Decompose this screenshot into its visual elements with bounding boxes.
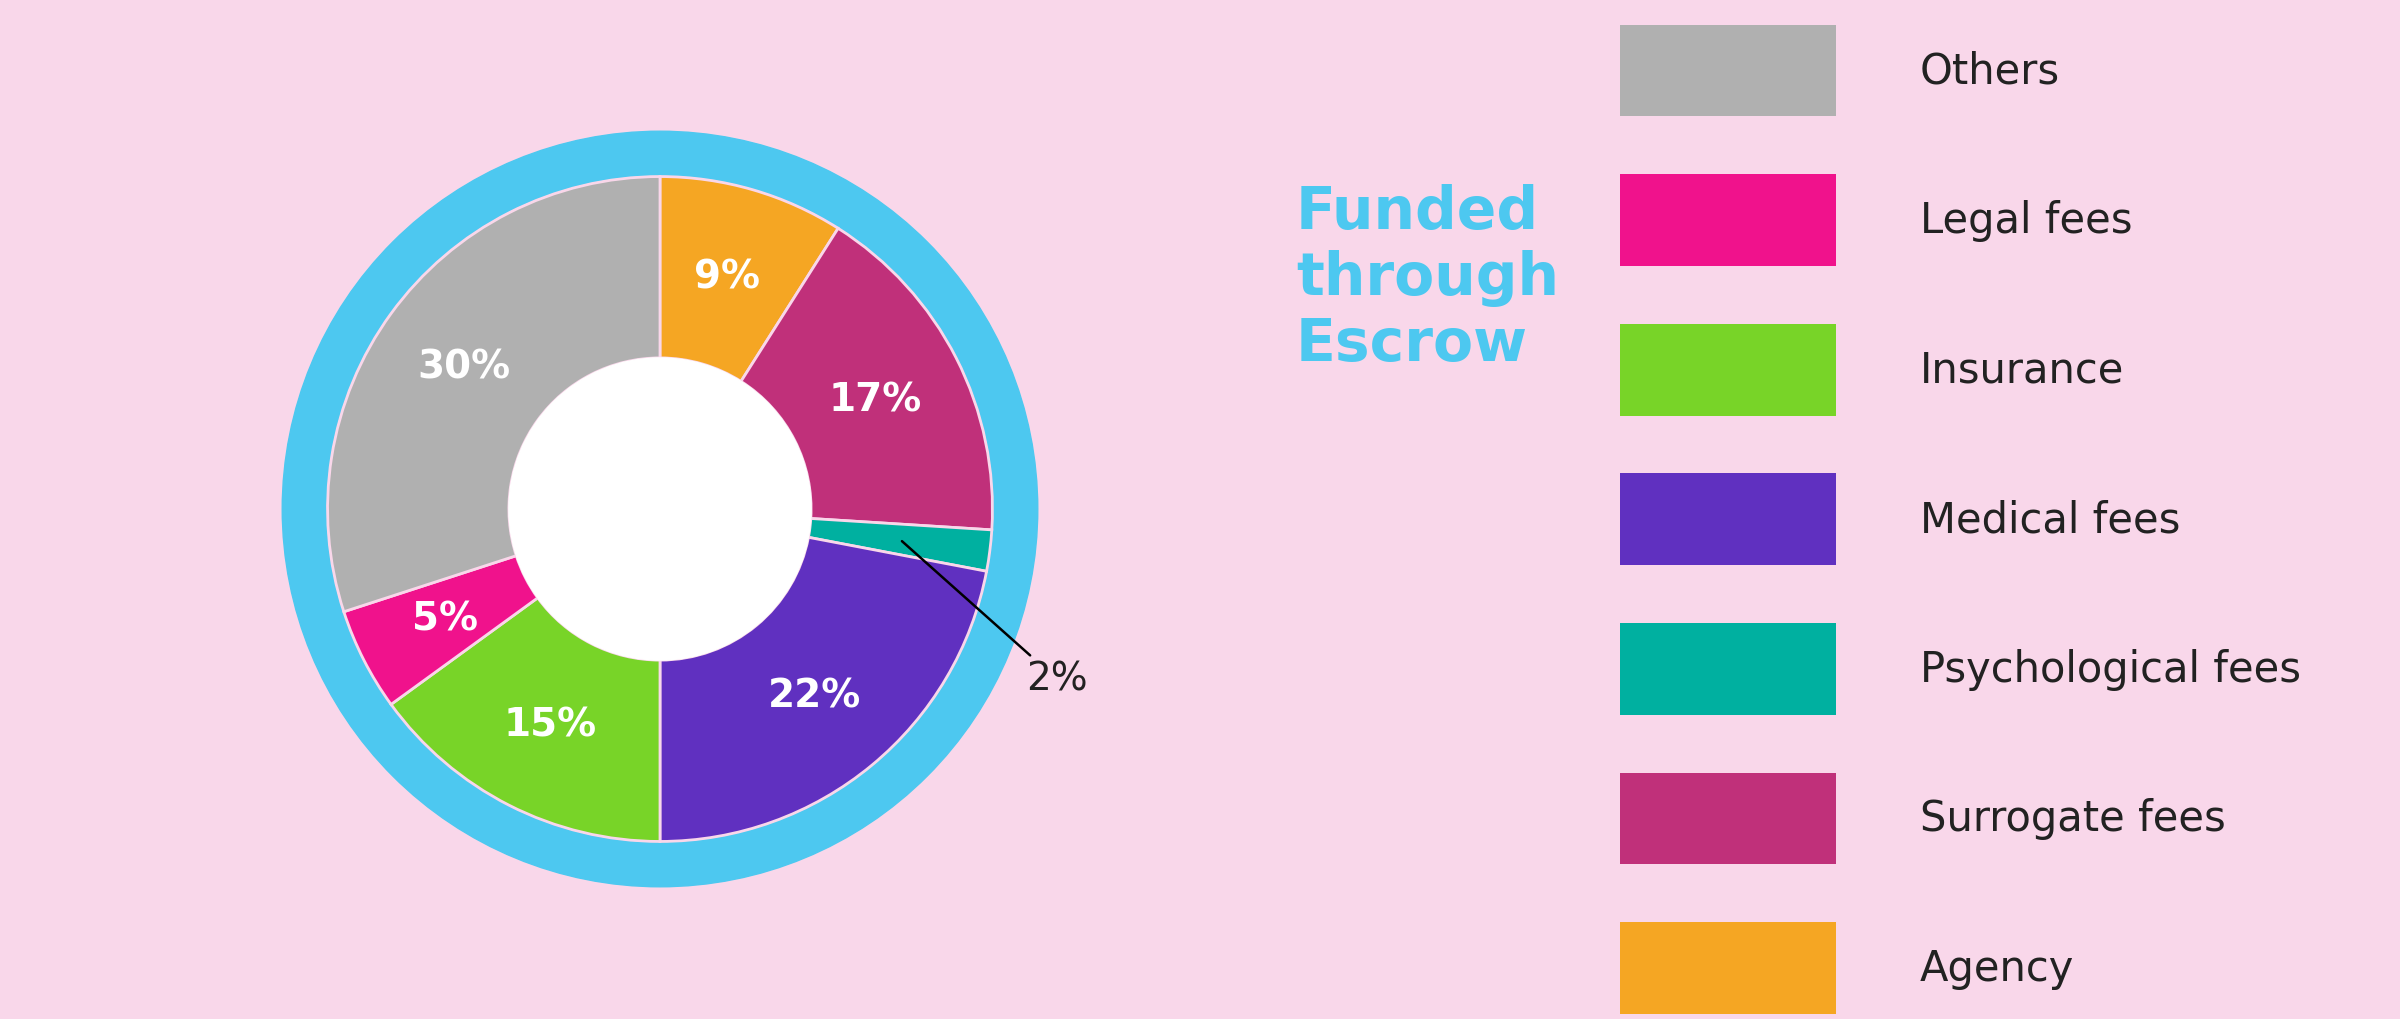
Text: 17%: 17% <box>828 381 922 419</box>
FancyBboxPatch shape <box>1620 324 1836 416</box>
Circle shape <box>326 177 994 842</box>
Wedge shape <box>660 538 986 842</box>
Wedge shape <box>391 598 660 842</box>
Text: Medical fees: Medical fees <box>1920 498 2179 541</box>
Text: 15%: 15% <box>504 706 598 744</box>
Text: 22%: 22% <box>768 677 862 714</box>
Text: Insurance: Insurance <box>1920 350 2124 391</box>
Text: Psychological fees: Psychological fees <box>1920 648 2302 690</box>
Text: Funded
through
Escrow: Funded through Escrow <box>1296 183 1560 372</box>
Wedge shape <box>809 519 991 572</box>
Wedge shape <box>742 229 994 530</box>
Text: 2%: 2% <box>902 542 1087 698</box>
Text: 30%: 30% <box>418 348 511 386</box>
FancyBboxPatch shape <box>1620 175 1836 267</box>
Text: 9%: 9% <box>694 259 761 297</box>
Circle shape <box>509 359 811 660</box>
FancyBboxPatch shape <box>1620 25 1836 117</box>
FancyBboxPatch shape <box>1620 474 1836 566</box>
Text: Agency: Agency <box>1920 947 2074 989</box>
Wedge shape <box>660 177 838 382</box>
Text: Legal fees: Legal fees <box>1920 200 2134 242</box>
Text: Others: Others <box>1920 50 2059 93</box>
FancyBboxPatch shape <box>1620 922 1836 1014</box>
FancyBboxPatch shape <box>1620 772 1836 864</box>
FancyBboxPatch shape <box>1620 624 1836 715</box>
Text: 5%: 5% <box>410 600 478 638</box>
Circle shape <box>283 132 1037 887</box>
Wedge shape <box>343 556 538 705</box>
Wedge shape <box>326 177 660 612</box>
Text: Surrogate fees: Surrogate fees <box>1920 798 2225 840</box>
